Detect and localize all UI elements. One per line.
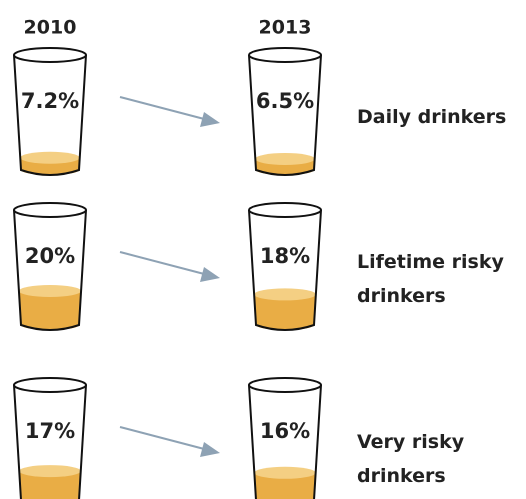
glass — [13, 54, 87, 176]
row-label: Lifetime risky drinkers — [357, 251, 504, 307]
liquid — [254, 288, 316, 330]
liquid — [18, 285, 82, 330]
value-label: 6.5% — [256, 89, 314, 113]
row-label: Very risky drinkers — [357, 431, 465, 487]
value-label: 17% — [25, 419, 75, 443]
arrow — [119, 426, 209, 451]
glass — [13, 209, 87, 331]
liquid-bottom — [256, 165, 314, 175]
liquid — [20, 151, 80, 175]
glass-rim — [248, 202, 322, 218]
glass — [248, 54, 322, 176]
value-label: 7.2% — [21, 89, 79, 113]
liquid — [19, 465, 81, 499]
liquid-top — [18, 285, 82, 297]
liquid — [255, 152, 315, 175]
liquid-bottom — [21, 495, 79, 499]
year-label: 2010 — [24, 17, 77, 39]
glass-rim — [13, 47, 87, 63]
liquid-body — [18, 291, 82, 325]
arrow-head — [200, 267, 220, 282]
year-label: 2013 — [259, 17, 312, 39]
value-label: 20% — [25, 244, 75, 268]
liquid-top — [254, 288, 316, 301]
glass-rim — [248, 377, 322, 393]
liquid-bottom — [256, 495, 314, 499]
liquid-body — [254, 294, 316, 325]
value-label: 18% — [260, 244, 310, 268]
liquid-top — [255, 152, 315, 165]
value-label: 16% — [260, 419, 310, 443]
liquid-body — [19, 471, 81, 499]
liquid-bottom — [21, 320, 79, 330]
liquid-body — [254, 472, 316, 499]
liquid-top — [254, 466, 316, 479]
arrow — [119, 96, 209, 121]
glass-rim — [13, 202, 87, 218]
arrow-head — [200, 112, 220, 127]
arrow-head — [200, 442, 220, 457]
glass-rim — [248, 47, 322, 63]
liquid — [254, 466, 316, 499]
glass — [248, 209, 322, 331]
liquid-top — [20, 151, 80, 164]
arrow — [119, 251, 209, 276]
liquid-top — [19, 465, 81, 478]
liquid-bottom — [256, 320, 314, 330]
liquid-bottom — [21, 165, 79, 175]
glass-rim — [13, 377, 87, 393]
row-label: Daily drinkers — [357, 106, 507, 128]
